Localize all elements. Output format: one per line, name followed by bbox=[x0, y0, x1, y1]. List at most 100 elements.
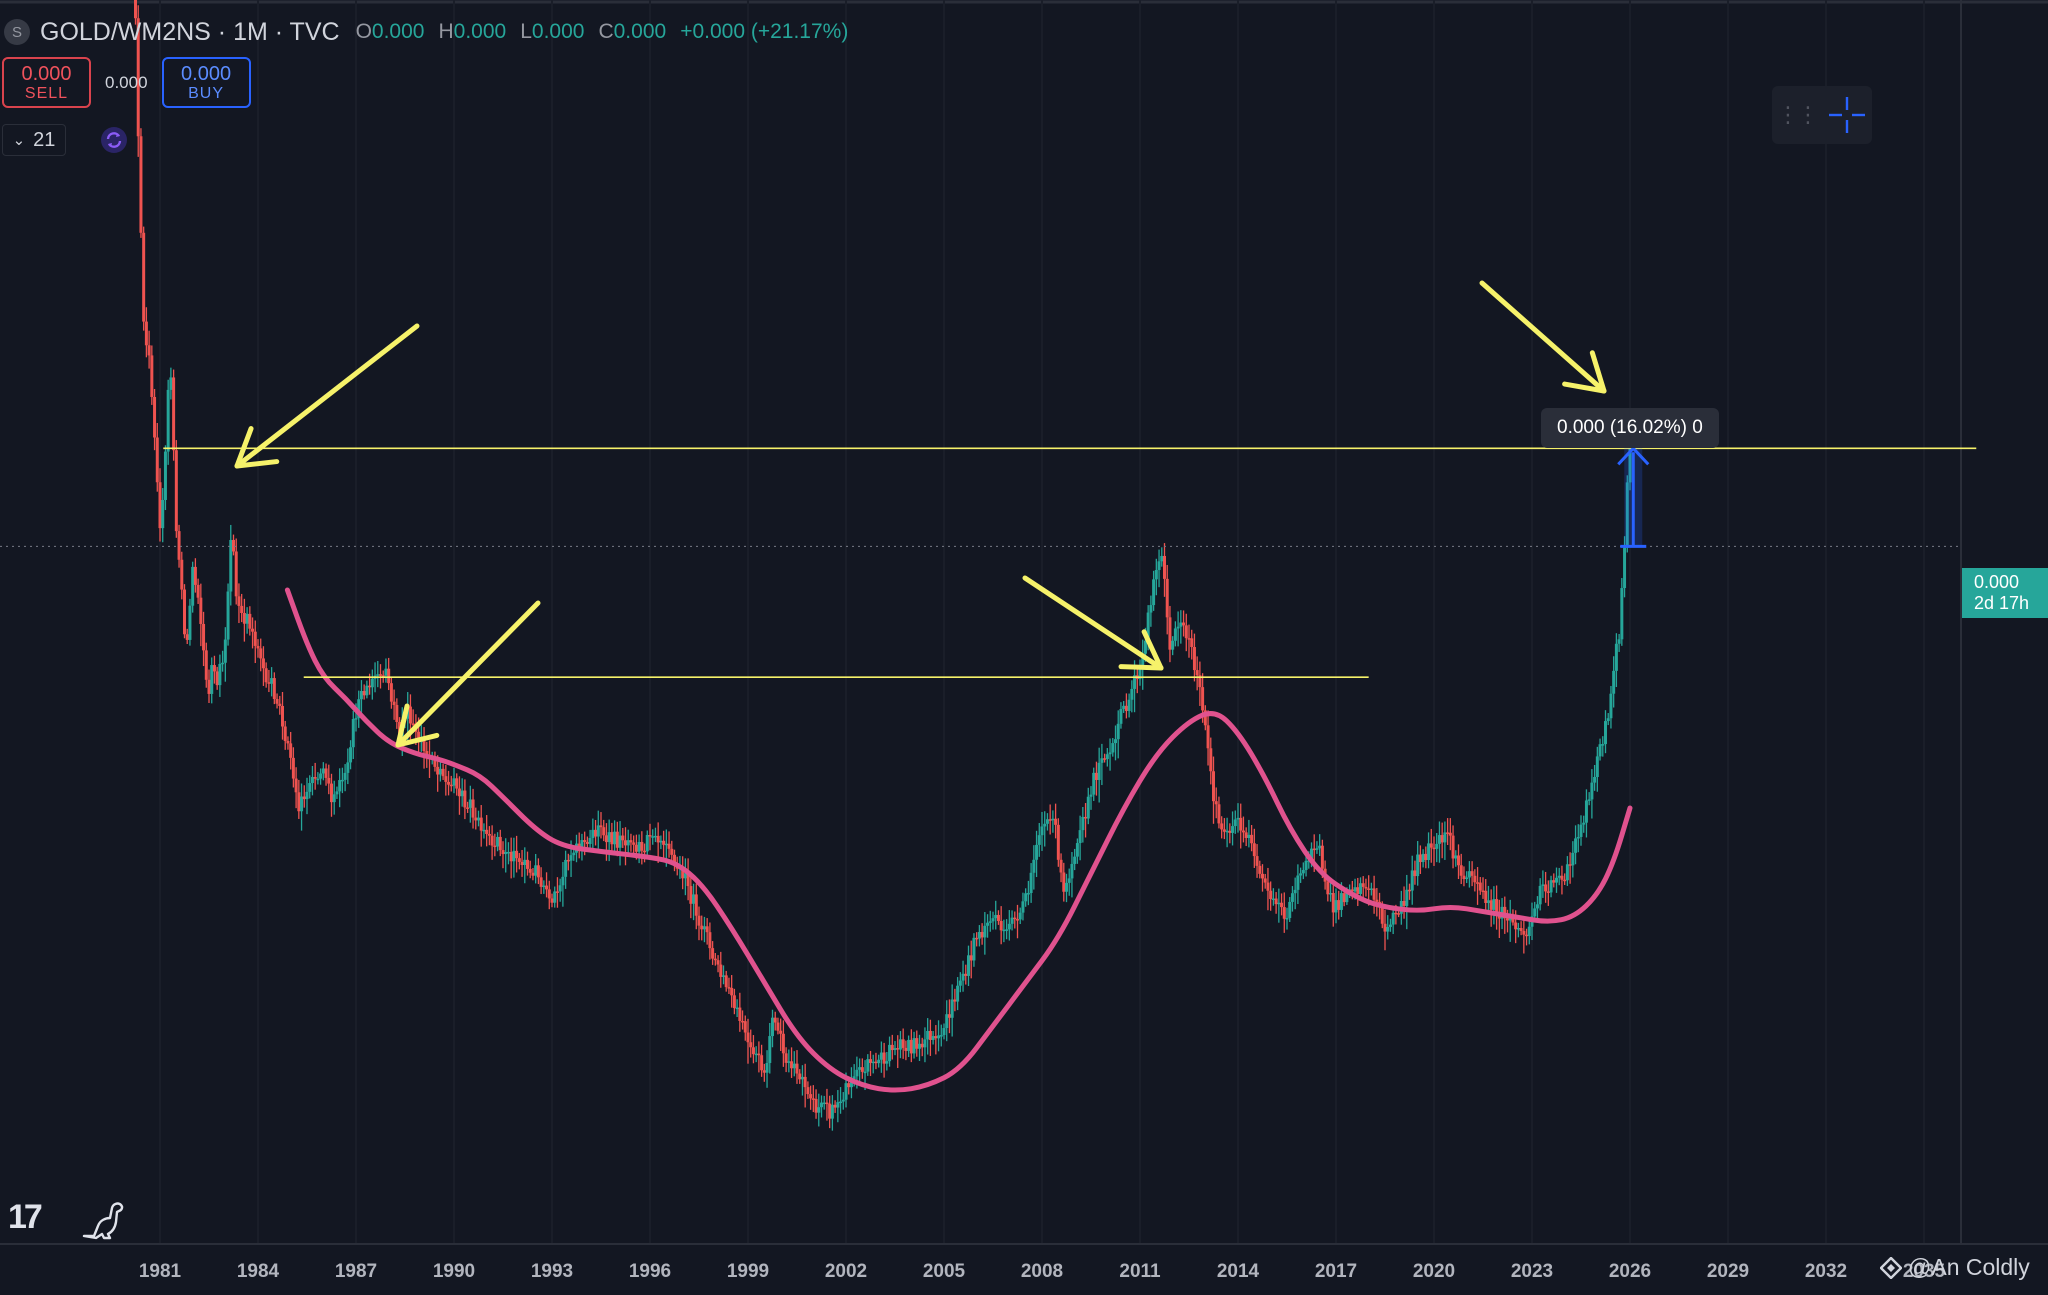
candle-body-312 bbox=[975, 937, 979, 940]
candle-body-310 bbox=[969, 955, 973, 961]
candle-289 bbox=[912, 1031, 916, 1059]
candle-body-86 bbox=[359, 691, 363, 700]
candle-512 bbox=[1519, 921, 1523, 936]
candle-body-530 bbox=[1568, 864, 1572, 866]
candle-137 bbox=[498, 829, 502, 857]
candle-body-456 bbox=[1367, 888, 1371, 890]
candle-body-360 bbox=[1105, 754, 1109, 760]
candle-body-56 bbox=[278, 703, 282, 706]
candle-11 bbox=[155, 422, 159, 492]
candle-261 bbox=[836, 1090, 840, 1123]
candle-body-424 bbox=[1280, 902, 1284, 908]
refresh-icon[interactable] bbox=[100, 126, 128, 154]
candle-body-303 bbox=[950, 999, 954, 1018]
candle-231 bbox=[754, 1046, 758, 1063]
candle-146 bbox=[523, 847, 527, 884]
indicators-collapse-button[interactable]: ⌄ 21 bbox=[2, 124, 66, 156]
candle-body-69 bbox=[313, 776, 317, 779]
candle-538 bbox=[1590, 769, 1594, 819]
candle-body-122 bbox=[457, 788, 461, 797]
candle-body-276 bbox=[877, 1059, 881, 1064]
dinosaur-icon[interactable] bbox=[80, 1196, 126, 1242]
annotation-arrow-2[interactable] bbox=[1022, 575, 1164, 671]
candle-252 bbox=[811, 1085, 815, 1113]
candle-159 bbox=[558, 878, 562, 902]
measure-arrowhead bbox=[1617, 446, 1650, 466]
candle-body-472 bbox=[1410, 870, 1414, 891]
symbol-title[interactable]: GOLD/WM2NS · 1M · TVC bbox=[40, 17, 340, 46]
arrow-head-0-1 bbox=[234, 426, 254, 469]
candle-393 bbox=[1195, 656, 1199, 691]
candle-499 bbox=[1484, 879, 1488, 912]
candle-262 bbox=[839, 1087, 843, 1114]
price-range-measure[interactable] bbox=[1617, 446, 1650, 548]
candle-body-388 bbox=[1182, 622, 1186, 626]
candle-47 bbox=[253, 620, 257, 664]
tradingview-logo-icon[interactable]: 17 bbox=[8, 1198, 43, 1236]
candle-316 bbox=[986, 914, 990, 938]
buy-button[interactable]: 0.000 BUY bbox=[161, 57, 251, 108]
annotation-arrows[interactable] bbox=[234, 280, 1607, 748]
candle-481 bbox=[1435, 833, 1439, 863]
annotation-arrow-0[interactable] bbox=[234, 323, 420, 469]
candle-364 bbox=[1116, 710, 1120, 759]
candle-body-7 bbox=[144, 321, 148, 346]
candle-body-85 bbox=[357, 699, 361, 719]
resistance-lines[interactable] bbox=[163, 447, 1977, 679]
candle-284 bbox=[898, 1031, 902, 1059]
candle-298 bbox=[937, 1020, 941, 1052]
crosshair-icon[interactable] bbox=[1827, 95, 1867, 135]
candle-body-285 bbox=[901, 1039, 905, 1048]
x-tick-2032: 2032 bbox=[1805, 1261, 1847, 1282]
candle-120 bbox=[452, 767, 456, 794]
candle-body-315 bbox=[983, 925, 987, 938]
candle-body-223 bbox=[732, 995, 736, 1009]
candle-383 bbox=[1168, 605, 1172, 663]
candle-276 bbox=[877, 1054, 881, 1068]
candle-67 bbox=[308, 775, 312, 799]
candle-body-110 bbox=[425, 751, 429, 756]
annotation-arrow-1[interactable] bbox=[395, 600, 541, 748]
candle-221 bbox=[727, 977, 731, 994]
arrow-head-1-1 bbox=[395, 703, 410, 748]
candle-body-339 bbox=[1048, 819, 1052, 821]
candle-body-469 bbox=[1402, 900, 1406, 906]
candle-497 bbox=[1478, 876, 1482, 895]
candle-72 bbox=[321, 762, 325, 781]
candle-278 bbox=[882, 1042, 886, 1078]
symbol-icon[interactable]: S bbox=[4, 19, 30, 45]
candle-body-301 bbox=[945, 1014, 949, 1029]
candle-body-352 bbox=[1084, 816, 1088, 819]
candle-body-393 bbox=[1195, 670, 1199, 676]
candle-body-238 bbox=[773, 1017, 777, 1023]
candle-body-8 bbox=[147, 345, 151, 356]
candle-body-376 bbox=[1149, 605, 1153, 613]
candle-95 bbox=[384, 658, 388, 683]
candle-213 bbox=[705, 918, 709, 945]
drag-handle-icon[interactable]: ⋮⋮ bbox=[1777, 102, 1819, 127]
sell-button[interactable]: 0.000 SELL bbox=[2, 57, 91, 108]
candle-186 bbox=[632, 835, 636, 854]
candle-body-458 bbox=[1372, 888, 1376, 900]
candle-body-3 bbox=[134, 0, 137, 19]
candle-body-463 bbox=[1386, 926, 1390, 932]
candle-body-66 bbox=[305, 791, 309, 800]
candle-119 bbox=[449, 775, 453, 792]
candle-body-38 bbox=[229, 539, 233, 592]
candle-353 bbox=[1086, 787, 1090, 825]
candle-body-377 bbox=[1152, 579, 1156, 606]
candle-473 bbox=[1413, 860, 1417, 885]
candle-292 bbox=[920, 1037, 924, 1057]
candle-body-493 bbox=[1467, 871, 1471, 878]
candle-body-157 bbox=[553, 891, 557, 903]
candle-body-407 bbox=[1233, 819, 1237, 827]
annotation-arrow-3[interactable] bbox=[1479, 280, 1607, 394]
candle-body-481 bbox=[1435, 843, 1439, 849]
candle-body-237 bbox=[771, 1017, 774, 1037]
candle-396 bbox=[1203, 705, 1207, 731]
candle-93 bbox=[379, 664, 382, 689]
candle-body-295 bbox=[928, 1030, 932, 1040]
candle-body-362 bbox=[1111, 743, 1115, 753]
candle-body-32 bbox=[212, 665, 216, 672]
